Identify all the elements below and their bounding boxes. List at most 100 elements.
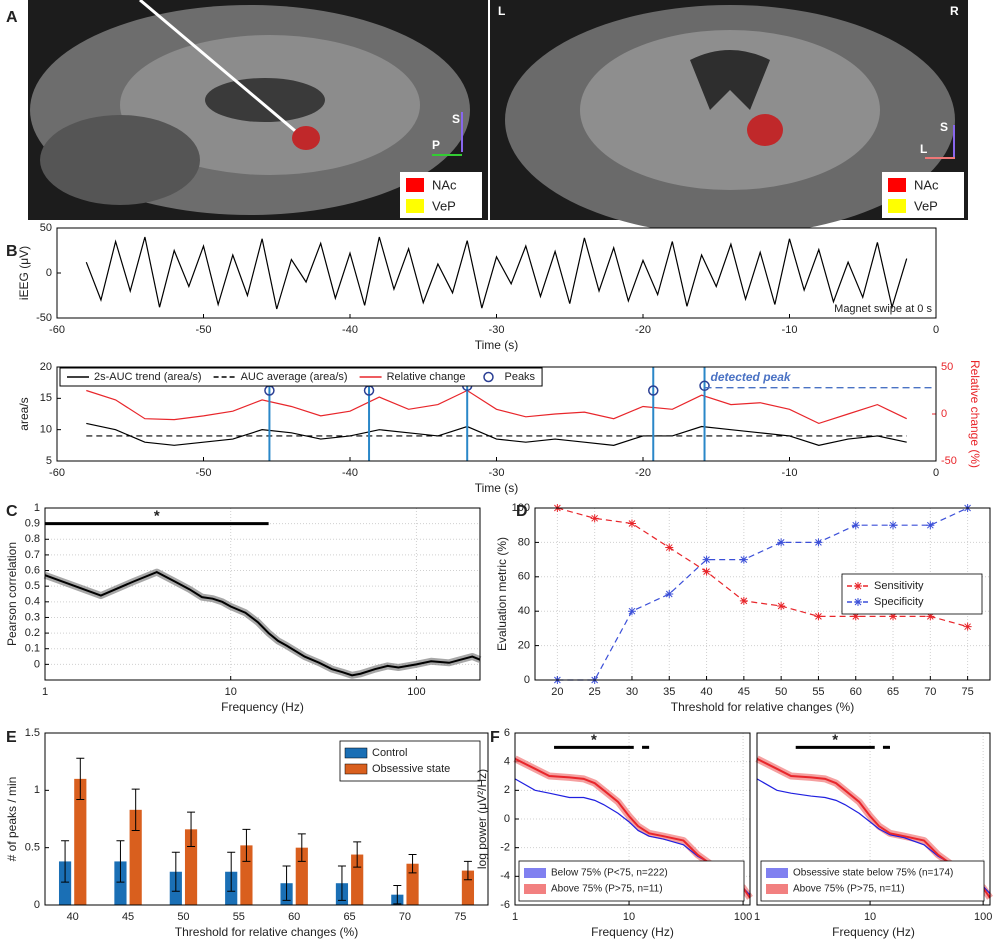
error-bar [116, 840, 125, 883]
y-axis-label: iEEG (μV) [17, 246, 31, 300]
x-tick-label: 70 [924, 686, 936, 698]
point-marker [665, 543, 674, 552]
y-tick-label: 20 [518, 640, 530, 652]
y-tick-label: 4 [504, 756, 510, 768]
panel-label: C [6, 503, 18, 520]
y-axis-label: # of peaks / min [5, 777, 19, 862]
error-bar [297, 833, 306, 862]
legend-swatch [406, 199, 424, 213]
legend-box [841, 573, 983, 615]
x-tick-label: 10 [623, 911, 635, 923]
x-tick-label: 65 [887, 686, 899, 698]
x-tick-label: 40 [67, 911, 79, 923]
y-tick-label: 0.9 [25, 518, 40, 530]
x-tick-label: -20 [635, 324, 651, 336]
x-tick-label: 45 [738, 686, 750, 698]
point-marker [739, 596, 748, 605]
ventricle [205, 78, 325, 122]
series-line [44, 571, 481, 677]
bar [295, 847, 308, 905]
y-tick-label: -2 [500, 842, 510, 854]
legend-swatch [766, 868, 788, 878]
point-marker [889, 612, 898, 621]
scale-label: S [452, 112, 460, 126]
x-tick-label: 35 [663, 686, 675, 698]
y-tick-label: 0 [34, 899, 40, 911]
series-line [557, 507, 968, 628]
y2-tick-label: -50 [941, 455, 957, 467]
y-tick-label: 80 [518, 536, 530, 548]
x-tick-label: 10 [225, 686, 237, 698]
legend-swatch [344, 747, 368, 759]
bar [129, 809, 142, 905]
x-tick-label: -30 [489, 467, 505, 479]
significance-label: * [154, 508, 160, 525]
x-tick-label: 100 [974, 911, 992, 923]
y-tick-label: 1.5 [25, 727, 40, 739]
legend-label: Below 75% (P<75, n=222) [551, 868, 668, 879]
error-bar [187, 811, 196, 848]
legend-label: Obsessive state below 75% (n=174) [793, 868, 953, 879]
x-tick-label: 0 [933, 467, 939, 479]
y2-tick-label: 50 [941, 361, 953, 373]
plot-area [57, 228, 936, 318]
y-tick-label: 40 [518, 605, 530, 617]
y-axis-label: Evaluation metric (%) [495, 537, 509, 651]
x-axis-label: Threshold for relative changes (%) [175, 925, 358, 939]
error-bar [171, 851, 180, 892]
legend-swatch [406, 178, 424, 192]
x-tick-label: 30 [626, 686, 638, 698]
x-tick-label: 1 [42, 686, 48, 698]
scale-label: S [940, 120, 948, 134]
legend-box [59, 367, 543, 387]
error-bar [131, 788, 140, 831]
error-bar [282, 865, 291, 901]
x-tick-label: -60 [49, 324, 65, 336]
x-tick-label: 70 [399, 911, 411, 923]
x-tick-label: 65 [343, 911, 355, 923]
legend-swatch [344, 763, 368, 775]
y-tick-label: 15 [40, 392, 52, 404]
legend-symbol [854, 582, 862, 590]
error-bar [463, 860, 472, 881]
error-bar [337, 865, 346, 901]
point-marker [851, 612, 860, 621]
legend-label: Above 75% (P>75, n=11) [793, 884, 905, 895]
point-marker [702, 567, 711, 576]
legend-label: Relative change [387, 371, 466, 383]
y-tick-label: -50 [36, 312, 52, 324]
panel-label: E [6, 729, 17, 746]
error-bar [242, 828, 251, 862]
electrode [139, 0, 301, 137]
significance-label: * [591, 731, 597, 748]
legend-label: Control [372, 747, 407, 759]
y-tick-label: 1 [34, 502, 40, 514]
y-tick-label: 0.2 [25, 627, 40, 639]
plot-frame [44, 507, 481, 681]
x-tick-label: 25 [589, 686, 601, 698]
point-marker [739, 555, 748, 564]
x-tick-label: 75 [454, 911, 466, 923]
ventricle [690, 50, 770, 110]
y-tick-label: 6 [504, 727, 510, 739]
legend-swatch [766, 884, 788, 894]
annotation: Magnet swipe at 0 s [834, 303, 932, 315]
bar [461, 870, 475, 905]
point-marker [814, 612, 823, 621]
x-tick-label: 50 [177, 911, 189, 923]
peak-marker [648, 385, 659, 396]
y-tick-label: 0.4 [25, 596, 40, 608]
y-axis-label: log power (μV²/Hz) [475, 769, 489, 869]
legend-label: Sensitivity [874, 580, 924, 592]
brain-tissue [580, 30, 880, 190]
y-tick-label: 60 [518, 571, 530, 583]
significance-label: * [832, 731, 838, 748]
legend-label: Peaks [504, 371, 535, 383]
y-tick-label: -6 [500, 899, 510, 911]
x-tick-label: 20 [551, 686, 563, 698]
series-line [86, 422, 907, 446]
y-tick-label: 2 [504, 784, 510, 796]
y-tick-label: 10 [40, 424, 52, 436]
plot-frame [756, 732, 991, 906]
panel-label: A [6, 9, 18, 26]
